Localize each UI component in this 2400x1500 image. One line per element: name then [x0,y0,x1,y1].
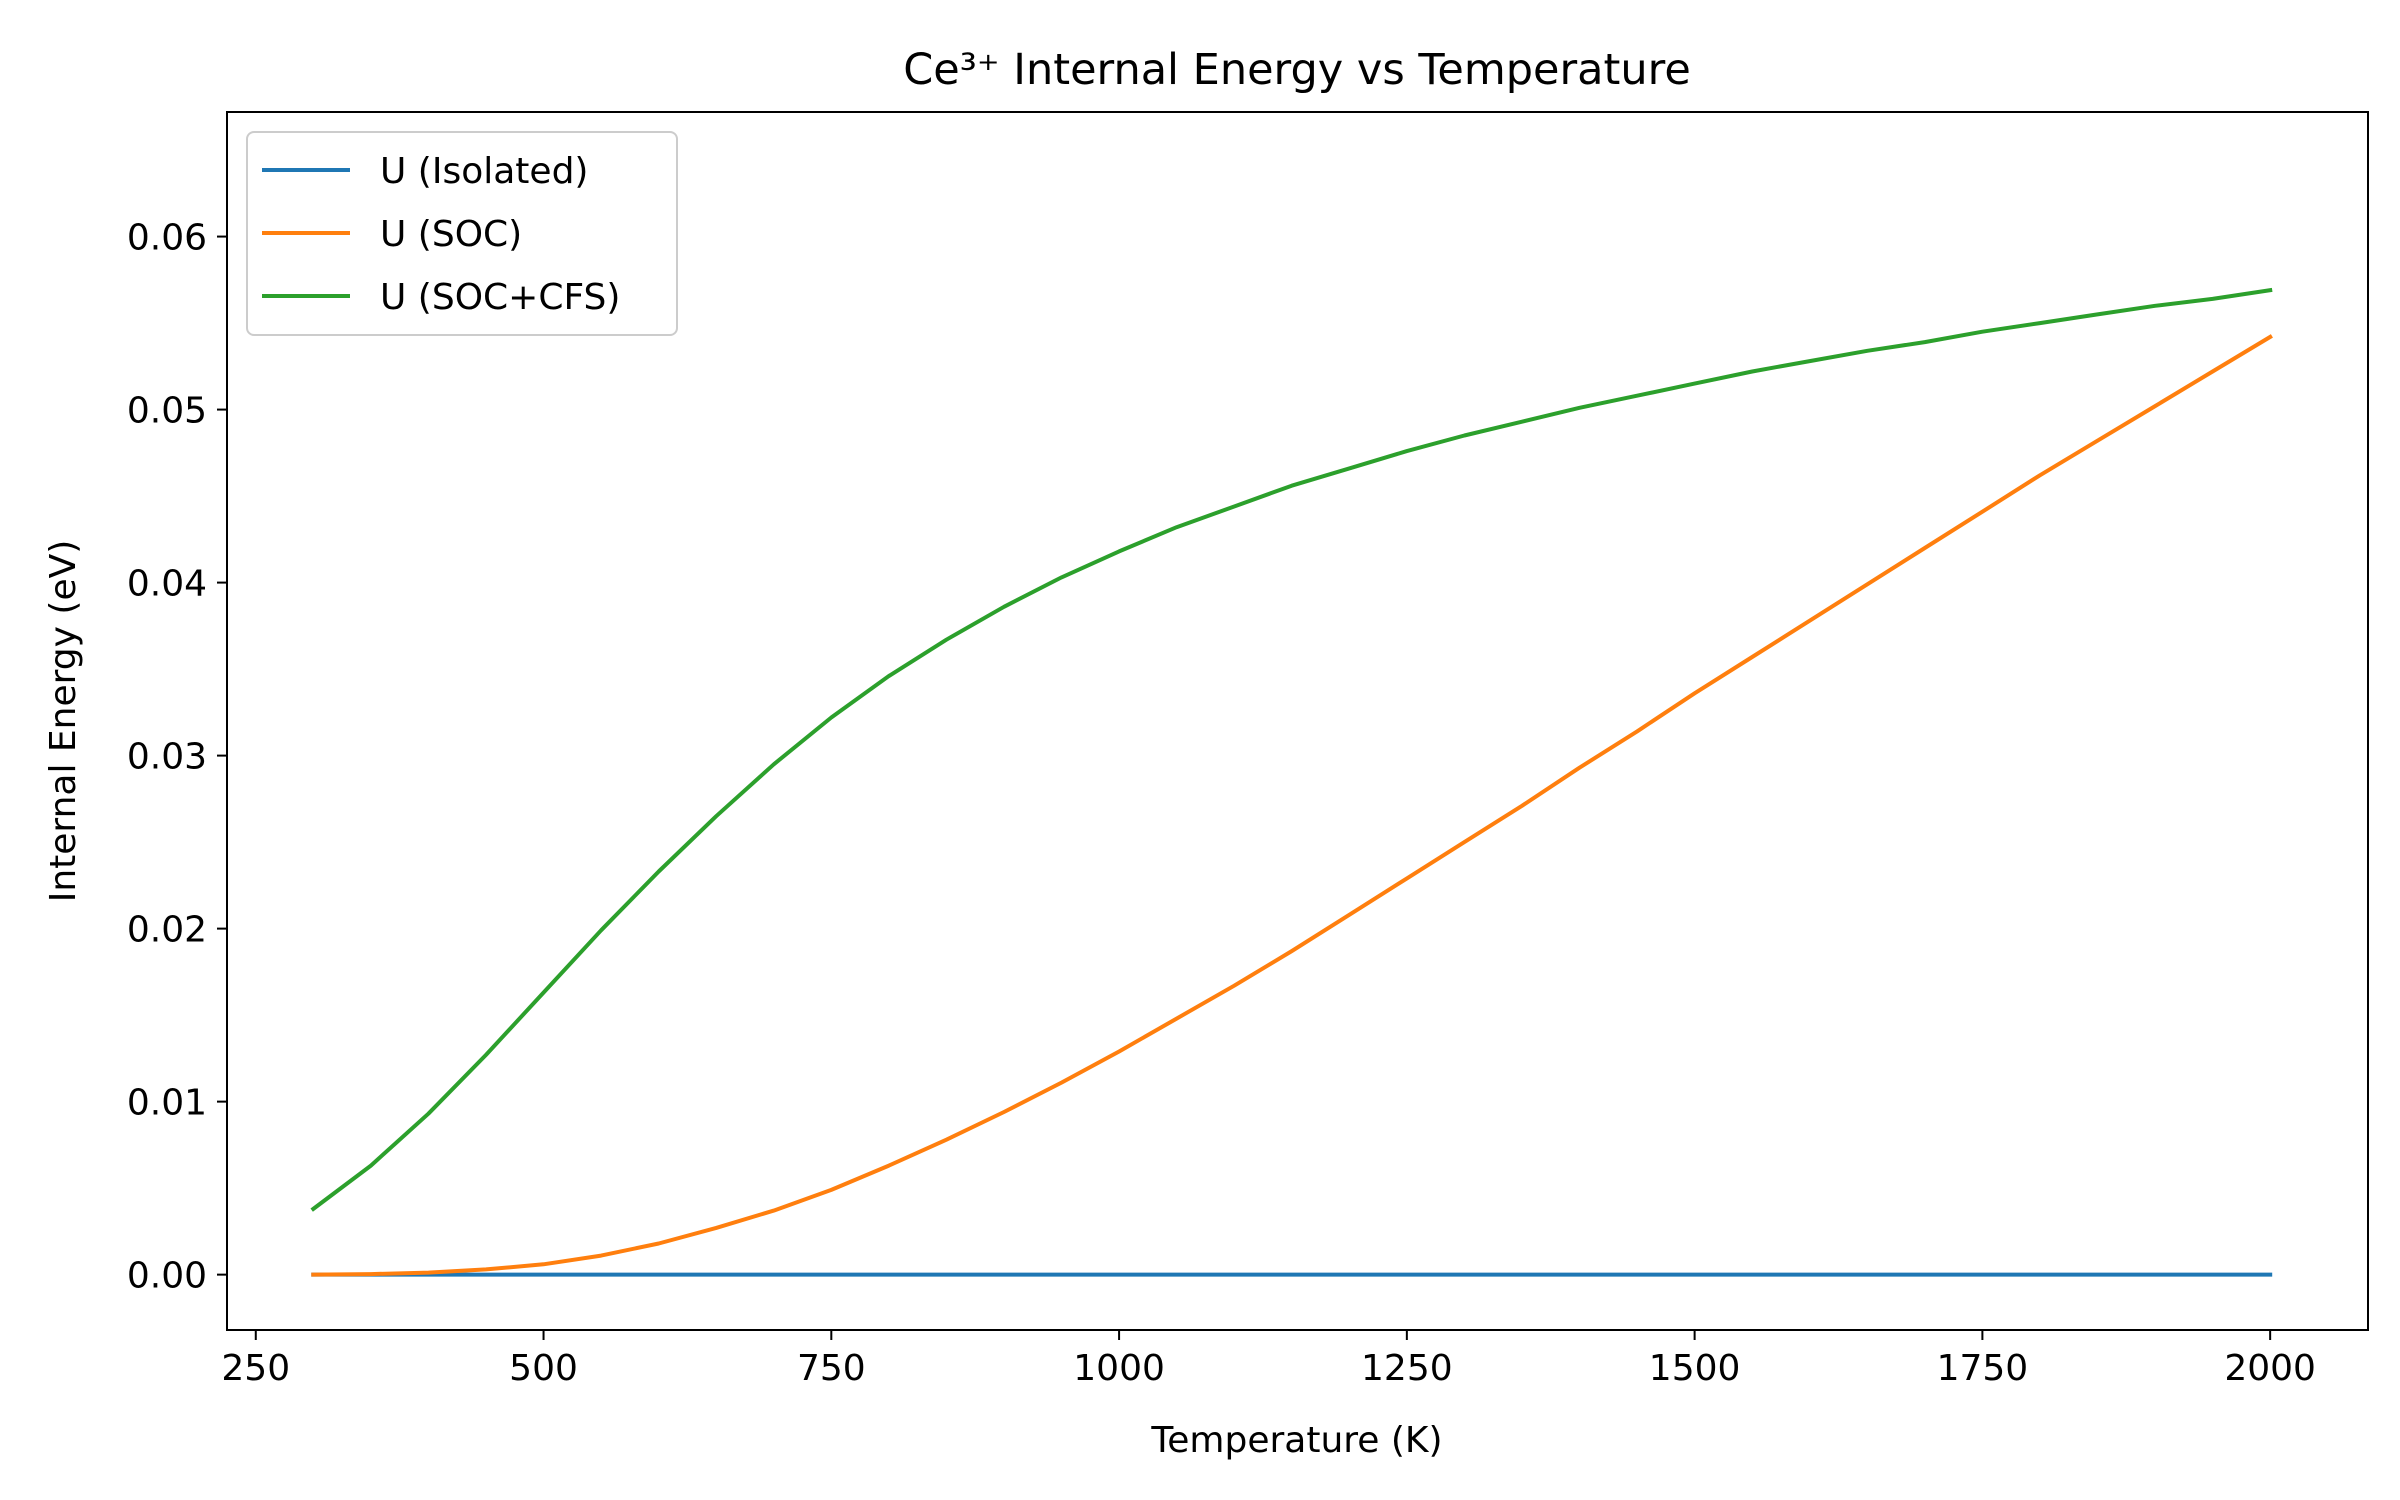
y-axis-label: Internal Energy (eV) [43,540,84,903]
legend-label: U (SOC) [380,214,522,255]
legend: U (Isolated) U (SOC) U (SOC+CFS) [246,131,678,336]
legend-label: U (SOC+CFS) [380,277,620,318]
legend-items: U (Isolated) U (SOC) U (SOC+CFS) [262,151,620,318]
series-line-2 [311,334,2273,1277]
legend-label: U (Isolated) [380,151,588,192]
y-tick-label: 0.00 [127,1256,207,1297]
x-tick-label: 1000 [1073,1348,1165,1389]
x-tick-label: 500 [509,1348,578,1389]
y-tick-label: 0.02 [127,910,207,951]
plot-frame [226,111,2369,1331]
series-layer [310,287,2273,1277]
y-tick-label: 0.03 [127,737,207,778]
legend-box [246,131,678,336]
x-tick-label: 750 [797,1348,866,1389]
series-line-3 [310,287,2273,1212]
x-tick-label: 1250 [1361,1348,1453,1389]
y-tick-label: 0.01 [127,1083,207,1124]
y-axis: 0.00 0.01 0.02 0.03 0.04 0.05 0.06 [127,218,227,1297]
x-tick-label: 1750 [1937,1348,2029,1389]
x-tick-label: 2000 [2224,1348,2316,1389]
y-tick-label: 0.05 [127,391,207,432]
x-axis: 250 500 750 1000 1250 1500 1750 2000 [221,1330,2316,1389]
y-tick-label: 0.06 [127,218,207,259]
y-tick-label: 0.04 [127,564,207,605]
x-axis-label: Temperature (K) [1150,1420,1442,1461]
x-tick-label: 250 [221,1348,290,1389]
x-tick-label: 1500 [1649,1348,1741,1389]
chart-title: Ce³⁺ Internal Energy vs Temperature [903,45,1691,95]
